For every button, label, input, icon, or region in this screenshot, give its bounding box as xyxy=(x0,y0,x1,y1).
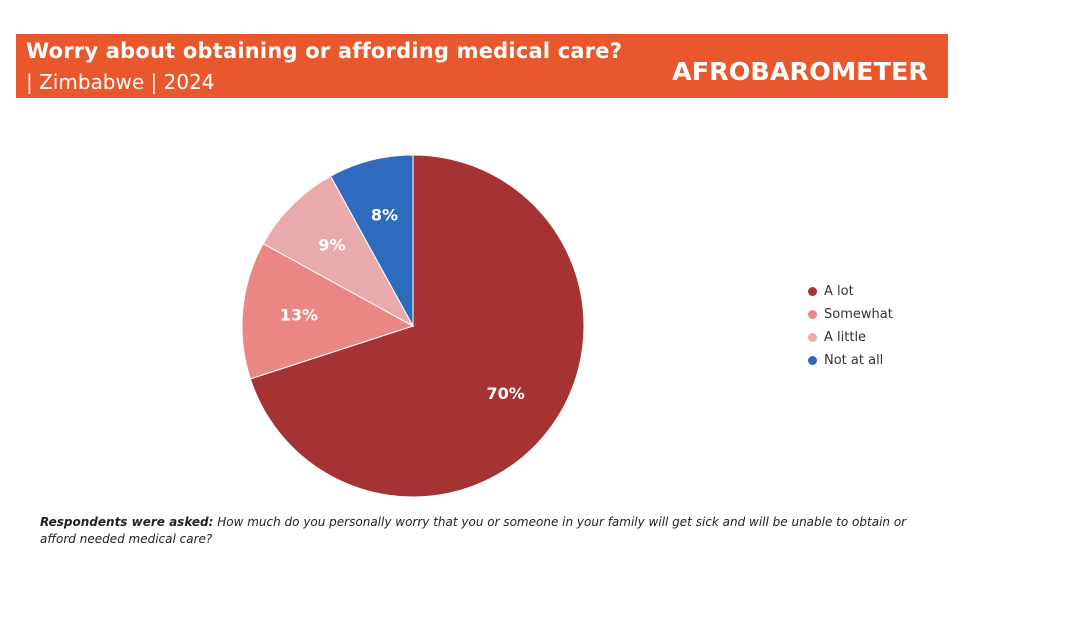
svg-text:AFROBAROMETER: AFROBAROMETER xyxy=(672,57,928,86)
footnote-lead: Respondents were asked: xyxy=(40,515,214,529)
afrobarometer-logo: AFROBAROMETER xyxy=(670,53,932,87)
legend-item-not-at-all: Not at all xyxy=(808,349,958,372)
chart-subtitle: | Zimbabwe | 2024 xyxy=(26,70,215,94)
legend-label-not-at-all: Not at all xyxy=(824,353,884,368)
pie-label-a-lot: 70% xyxy=(487,384,525,403)
legend: A lot Somewhat A little Not at all xyxy=(808,280,958,372)
pie-label-a-little: 9% xyxy=(318,235,345,254)
pie-label-not-at-all: 8% xyxy=(371,206,398,225)
chart-title: Worry about obtaining or affording medic… xyxy=(26,39,623,63)
legend-label-a-little: A little xyxy=(824,330,867,345)
pie-slice-a-lot xyxy=(249,154,585,498)
legend-swatch-somewhat xyxy=(808,310,817,319)
legend-swatch-a-little xyxy=(808,333,817,342)
title-banner: Worry about obtaining or affording medic… xyxy=(16,34,948,98)
pie-slice-not-at-all xyxy=(329,154,414,327)
pie-label-somewhat: 13% xyxy=(280,306,318,325)
question-footnote: Respondents were asked: How much do you … xyxy=(40,514,910,548)
legend-label-a-lot: A lot xyxy=(824,284,854,299)
pie-slice-somewhat xyxy=(241,242,415,380)
legend-item-a-little: A little xyxy=(808,326,958,349)
pie-slice-a-little xyxy=(262,175,415,328)
legend-swatch-a-lot xyxy=(808,287,817,296)
legend-item-somewhat: Somewhat xyxy=(808,303,958,326)
legend-label-somewhat: Somewhat xyxy=(824,307,893,322)
legend-item-a-lot: A lot xyxy=(808,280,958,303)
legend-swatch-not-at-all xyxy=(808,356,817,365)
footnote-question: How much do you personally worry that yo… xyxy=(40,515,907,546)
